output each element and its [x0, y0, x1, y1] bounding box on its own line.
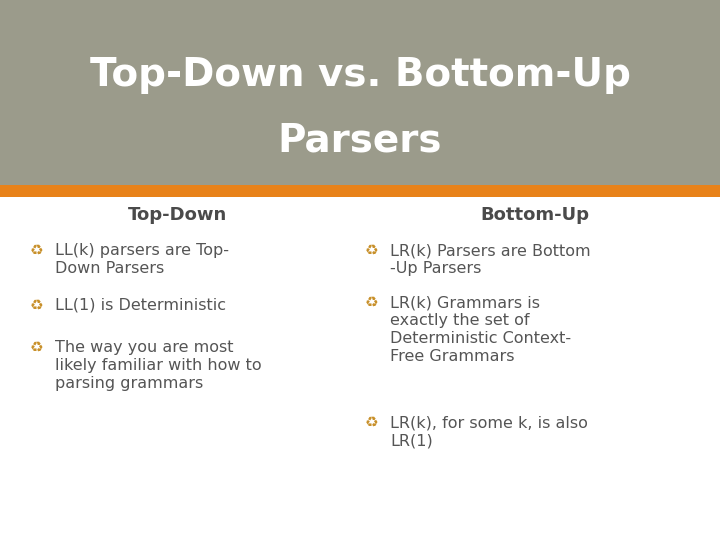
Text: Free Grammars: Free Grammars	[390, 349, 515, 364]
Text: ♻: ♻	[365, 415, 379, 430]
Text: LL(1) is Deterministic: LL(1) is Deterministic	[55, 298, 226, 313]
Text: Parsers: Parsers	[278, 121, 442, 159]
Text: LL(k) parsers are Top-: LL(k) parsers are Top-	[55, 243, 229, 258]
Text: parsing grammars: parsing grammars	[55, 376, 203, 391]
Text: ♻: ♻	[365, 295, 379, 310]
Text: Bottom-Up: Bottom-Up	[480, 206, 590, 224]
Text: Top-Down vs. Bottom-Up: Top-Down vs. Bottom-Up	[89, 56, 631, 94]
Text: ♻: ♻	[30, 298, 44, 313]
Text: ♻: ♻	[30, 340, 44, 355]
Text: LR(k) Parsers are Bottom: LR(k) Parsers are Bottom	[390, 243, 590, 258]
Text: likely familiar with how to: likely familiar with how to	[55, 358, 261, 373]
Text: ♻: ♻	[30, 243, 44, 258]
Text: LR(k), for some k, is also: LR(k), for some k, is also	[390, 415, 588, 430]
Text: -Up Parsers: -Up Parsers	[390, 261, 482, 276]
Text: Down Parsers: Down Parsers	[55, 261, 164, 276]
Text: The way you are most: The way you are most	[55, 340, 233, 355]
Text: exactly the set of: exactly the set of	[390, 313, 529, 328]
FancyBboxPatch shape	[0, 0, 720, 185]
Text: Top-Down: Top-Down	[128, 206, 228, 224]
FancyBboxPatch shape	[0, 185, 720, 197]
Text: LR(1): LR(1)	[390, 433, 433, 448]
Text: ♻: ♻	[365, 243, 379, 258]
Text: LR(k) Grammars is: LR(k) Grammars is	[390, 295, 540, 310]
Text: Deterministic Context-: Deterministic Context-	[390, 331, 571, 346]
